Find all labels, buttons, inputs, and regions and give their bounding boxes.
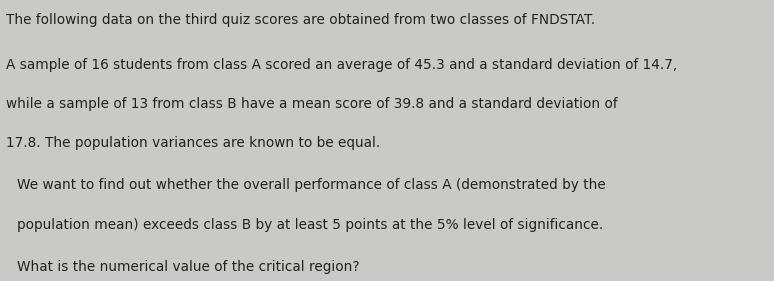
Text: The following data on the third quiz scores are obtained from two classes of FND: The following data on the third quiz sco… — [6, 13, 595, 27]
Text: 17.8. The population variances are known to be equal.: 17.8. The population variances are known… — [6, 136, 381, 150]
Text: A sample of 16 students from class A scored an average of 45.3 and a standard de: A sample of 16 students from class A sco… — [6, 58, 677, 72]
Text: What is the numerical value of the critical region?: What is the numerical value of the criti… — [17, 260, 360, 274]
Text: population mean) exceeds class B by at least 5 points at the 5% level of signifi: population mean) exceeds class B by at l… — [17, 218, 603, 232]
Text: while a sample of 13 from class B have a mean score of 39.8 and a standard devia: while a sample of 13 from class B have a… — [6, 97, 618, 111]
Text: We want to find out whether the overall performance of class A (demonstrated by : We want to find out whether the overall … — [17, 178, 606, 192]
